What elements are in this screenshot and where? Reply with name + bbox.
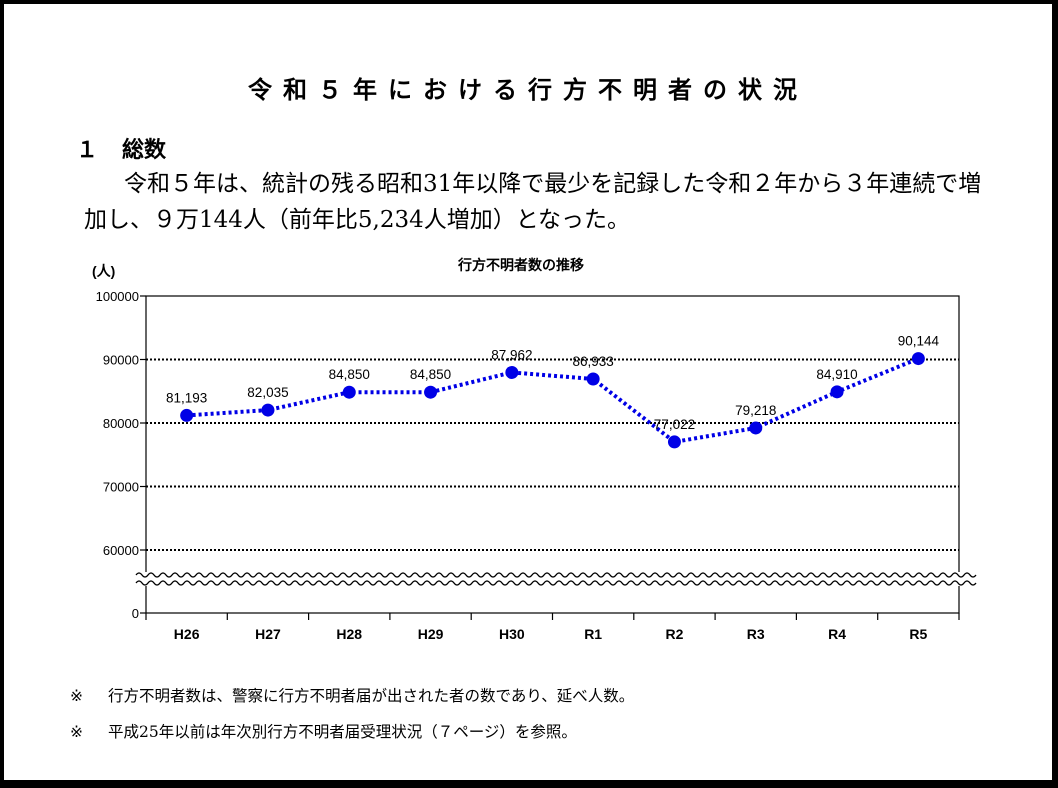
data-label: 87,962 [491, 347, 532, 362]
x-tick-label: H30 [499, 626, 525, 642]
y-tick-label: 90000 [103, 353, 139, 368]
section-number: １ [76, 138, 99, 163]
x-tick-label: H28 [336, 626, 362, 642]
y-tick-label: 80000 [103, 416, 139, 431]
x-tick-label: H29 [418, 626, 444, 642]
x-tick-label: H27 [255, 626, 281, 642]
data-point [505, 365, 519, 379]
x-tick-label: H26 [174, 626, 200, 642]
x-tick-label: R3 [747, 626, 765, 642]
data-point [424, 385, 438, 399]
document-page: 令和５年における行方不明者の状況 １ 総数 令和５年は、統計の残る昭和31年以降で… [4, 4, 1052, 780]
data-point [586, 372, 600, 386]
line-chart: 行方不明者数の推移 (人) 0 60000 70000 80000 90000 10000… [92, 257, 977, 642]
y-axis-unit-label: (人) [92, 263, 115, 279]
data-point [180, 408, 194, 422]
axis-break-line [135, 572, 977, 578]
footnote-1: ※ 行方不明者数は、警察に行方不明者届が出された者の数であり、延べ人数。 [70, 684, 634, 706]
footnote-text: 行方不明者数は、警察に行方不明者届が出された者の数であり、延べ人数。 [108, 687, 635, 705]
footnote-text: 平成25年以前は年次別行方不明者届受理状況（７ページ）を参照。 [108, 723, 577, 741]
plot-area: 0 60000 70000 80000 90000 100000 H26 H27 H28 H29 H… [96, 289, 977, 642]
x-tick-label: R5 [909, 626, 927, 642]
y-tick-label: 70000 [103, 480, 139, 495]
x-tick-label: R1 [584, 626, 602, 642]
data-label: 84,850 [410, 367, 451, 382]
data-point [830, 385, 844, 399]
document-title: 令和５年における行方不明者の状況 [248, 76, 808, 104]
data-label: 79,218 [735, 403, 776, 418]
data-label: 82,035 [247, 385, 288, 400]
x-tick-label: R4 [828, 626, 846, 642]
footnote-mark: ※ [70, 723, 83, 741]
section-heading: １ 総数 [76, 132, 166, 164]
data-point [911, 352, 925, 366]
footnote-mark: ※ [70, 687, 83, 705]
data-point [261, 403, 275, 417]
y-tick-label: 100000 [96, 289, 139, 304]
section-title: 総数 [122, 138, 167, 163]
y-tick-label: 0 [132, 606, 139, 621]
data-label: 90,144 [898, 334, 940, 349]
axis-break-line [135, 580, 977, 586]
data-label: 81,193 [166, 390, 207, 405]
data-label: 86,933 [573, 354, 614, 369]
data-point [667, 435, 681, 449]
data-point [749, 421, 763, 435]
x-tick-label: R2 [665, 626, 683, 642]
chart-title: 行方不明者数の推移 [457, 257, 584, 273]
plot-frame [145, 295, 960, 614]
data-point [342, 385, 356, 399]
data-label: 77,022 [654, 417, 695, 432]
y-tick-label: 60000 [103, 543, 139, 558]
data-label: 84,850 [329, 367, 370, 382]
footnote-2: ※ 平成25年以前は年次別行方不明者届受理状況（７ページ）を参照。 [70, 720, 577, 742]
body-paragraph: 令和５年は、統計の残る昭和31年以降で最少を記録した令和２年から３年連続で増加し… [84, 171, 982, 233]
data-label: 84,910 [816, 367, 857, 382]
